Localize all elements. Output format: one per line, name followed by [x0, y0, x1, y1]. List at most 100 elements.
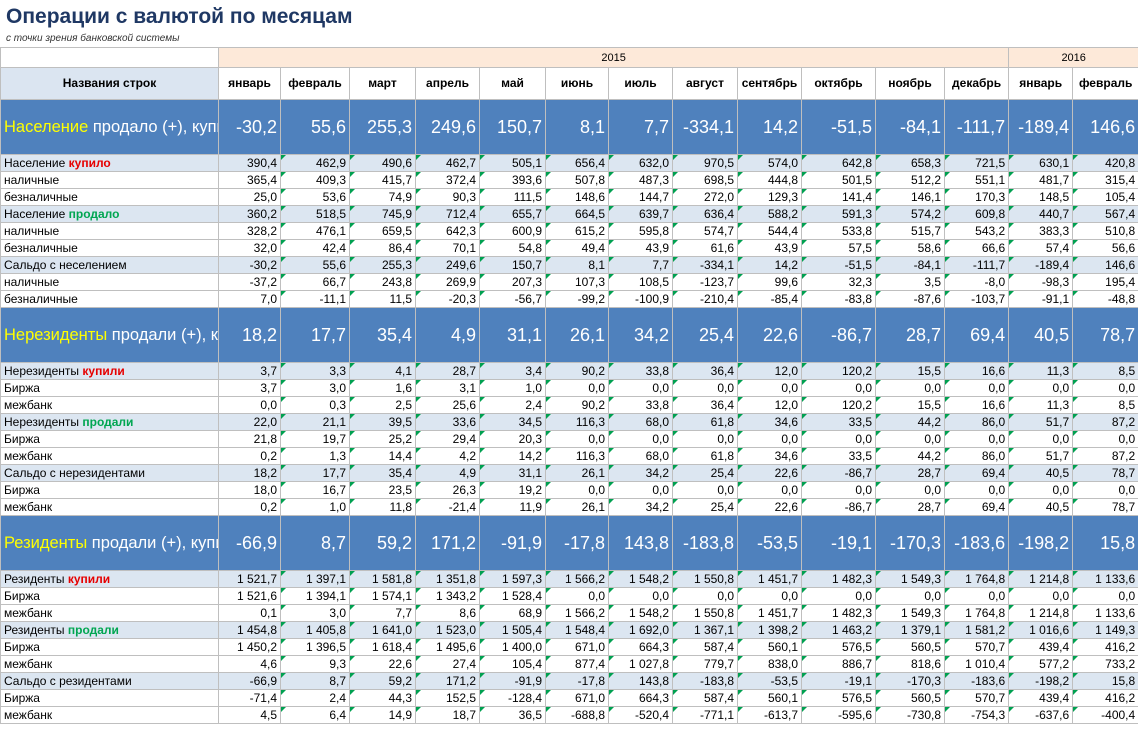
value-cell[interactable]: 9,3 — [280, 655, 350, 673]
value-cell[interactable]: -771,1 — [672, 706, 738, 724]
value-cell[interactable]: 23,5 — [349, 481, 416, 499]
value-cell[interactable]: 4,2 — [415, 447, 480, 465]
value-cell[interactable]: 32,3 — [801, 273, 876, 291]
value-cell[interactable]: 544,4 — [737, 222, 802, 240]
value-cell[interactable]: 4,6 — [218, 655, 281, 673]
value-cell[interactable]: 31,1 — [479, 307, 546, 363]
value-cell[interactable]: 3,7 — [218, 362, 281, 380]
value-cell[interactable]: 8,5 — [1072, 396, 1138, 414]
value-cell[interactable]: 507,8 — [545, 171, 609, 189]
value-cell[interactable]: 1 548,2 — [608, 570, 673, 588]
value-cell[interactable]: 439,4 — [1008, 689, 1074, 707]
row-label[interactable]: Биржа — [0, 689, 219, 707]
value-cell[interactable]: 877,4 — [545, 655, 609, 673]
value-cell[interactable]: 14,4 — [349, 447, 416, 465]
table-row[interactable]: Сальдо с неселением -30,2 55,6 255,3 249,6 15… — [0, 256, 1138, 274]
value-cell[interactable]: 328,2 — [218, 222, 281, 240]
row-label[interactable]: безналичные — [0, 239, 219, 257]
row-label[interactable]: Резиденты продали — [0, 621, 219, 639]
value-cell[interactable]: 1 454,8 — [218, 621, 281, 639]
month-header[interactable]: февраль — [1072, 67, 1138, 100]
value-cell[interactable]: 818,6 — [875, 655, 945, 673]
value-cell[interactable]: 105,4 — [479, 655, 546, 673]
value-cell[interactable]: 1 548,2 — [608, 604, 673, 622]
value-cell[interactable]: 33,8 — [608, 396, 673, 414]
value-cell[interactable]: 1 451,7 — [737, 604, 802, 622]
value-cell[interactable]: -613,7 — [737, 706, 802, 724]
value-cell[interactable]: 29,4 — [415, 430, 480, 448]
value-cell[interactable]: 28,7 — [415, 362, 480, 380]
value-cell[interactable]: 272,0 — [672, 188, 738, 206]
value-cell[interactable]: 3,7 — [218, 379, 281, 397]
value-cell[interactable]: 26,1 — [545, 307, 609, 363]
value-cell[interactable]: 143,8 — [608, 515, 673, 571]
value-cell[interactable]: 1 574,1 — [349, 587, 416, 605]
value-cell[interactable]: 1 521,6 — [218, 587, 281, 605]
value-cell[interactable]: 16,6 — [943, 362, 1010, 380]
value-cell[interactable]: 390,4 — [218, 154, 281, 172]
value-cell[interactable]: 57,5 — [801, 239, 876, 257]
table-row[interactable]: межбанк 0,0 0,3 2,5 25,6 2,4 90,2 33,8 36,4 12,0 1… — [0, 396, 1138, 414]
value-cell[interactable]: -123,7 — [672, 273, 738, 291]
value-cell[interactable]: 0,0 — [737, 481, 802, 499]
value-cell[interactable]: -48,8 — [1072, 290, 1138, 308]
value-cell[interactable]: 0,0 — [801, 430, 876, 448]
value-cell[interactable]: 61,8 — [672, 447, 738, 465]
value-cell[interactable]: 19,2 — [479, 481, 546, 499]
value-cell[interactable]: 44,3 — [349, 689, 416, 707]
value-cell[interactable]: 476,1 — [280, 222, 350, 240]
value-cell[interactable]: 639,7 — [608, 205, 673, 223]
value-cell[interactable]: 18,0 — [218, 481, 281, 499]
value-cell[interactable]: 1 394,1 — [280, 587, 350, 605]
value-cell[interactable]: 3,0 — [280, 604, 350, 622]
value-cell[interactable]: -688,8 — [545, 706, 609, 724]
value-cell[interactable]: 44,2 — [875, 447, 945, 465]
value-cell[interactable]: 146,6 — [1072, 99, 1138, 155]
value-cell[interactable]: 15,5 — [875, 362, 945, 380]
value-cell[interactable]: -334,1 — [672, 256, 738, 274]
value-cell[interactable]: 560,5 — [875, 689, 945, 707]
row-label[interactable]: Биржа — [0, 481, 219, 499]
value-cell[interactable]: 27,4 — [415, 655, 480, 673]
value-cell[interactable]: 249,6 — [415, 256, 480, 274]
value-cell[interactable]: 481,7 — [1008, 171, 1074, 189]
value-cell[interactable]: 1 149,3 — [1072, 621, 1138, 639]
value-cell[interactable]: 129,3 — [737, 188, 802, 206]
value-cell[interactable]: 1 400,0 — [479, 638, 546, 656]
value-cell[interactable]: 86,0 — [943, 413, 1010, 431]
value-cell[interactable]: 1 463,2 — [801, 621, 876, 639]
value-cell[interactable]: 671,0 — [545, 689, 609, 707]
value-cell[interactable]: 111,5 — [479, 188, 546, 206]
value-cell[interactable]: 17,7 — [280, 464, 350, 482]
value-cell[interactable]: 0,0 — [545, 430, 609, 448]
value-cell[interactable]: 36,5 — [479, 706, 546, 724]
value-cell[interactable]: -30,2 — [218, 99, 281, 155]
value-cell[interactable]: 87,2 — [1072, 413, 1138, 431]
value-cell[interactable]: 4,9 — [415, 464, 480, 482]
row-label[interactable]: межбанк — [0, 706, 219, 724]
value-cell[interactable]: 1 367,1 — [672, 621, 738, 639]
value-cell[interactable]: 3,4 — [479, 362, 546, 380]
value-cell[interactable]: 510,8 — [1072, 222, 1138, 240]
table-row[interactable]: Нерезиденты купили 3,7 3,3 4,1 28,7 3,4 90,2 33… — [0, 362, 1138, 380]
value-cell[interactable]: 66,7 — [280, 273, 350, 291]
value-cell[interactable]: -754,3 — [943, 706, 1010, 724]
value-cell[interactable]: 8,1 — [545, 256, 609, 274]
value-cell[interactable]: 17,7 — [280, 307, 350, 363]
value-cell[interactable]: 505,1 — [479, 154, 546, 172]
value-cell[interactable]: 659,5 — [349, 222, 416, 240]
table-row[interactable]: Население купило 390,4 462,9 490,6 462,7 505,… — [0, 154, 1138, 172]
value-cell[interactable]: 2,4 — [280, 689, 350, 707]
value-cell[interactable]: 25,2 — [349, 430, 416, 448]
value-cell[interactable]: -189,4 — [1008, 99, 1074, 155]
value-cell[interactable]: 26,1 — [545, 464, 609, 482]
value-cell[interactable]: 0,0 — [801, 379, 876, 397]
value-cell[interactable]: 99,6 — [737, 273, 802, 291]
value-cell[interactable]: 0,0 — [875, 481, 945, 499]
value-cell[interactable]: -99,2 — [545, 290, 609, 308]
month-header[interactable]: август — [672, 67, 738, 100]
value-cell[interactable]: 1,6 — [349, 379, 416, 397]
value-cell[interactable]: 1 521,7 — [218, 570, 281, 588]
value-cell[interactable]: 518,5 — [280, 205, 350, 223]
value-cell[interactable]: 0,0 — [672, 481, 738, 499]
